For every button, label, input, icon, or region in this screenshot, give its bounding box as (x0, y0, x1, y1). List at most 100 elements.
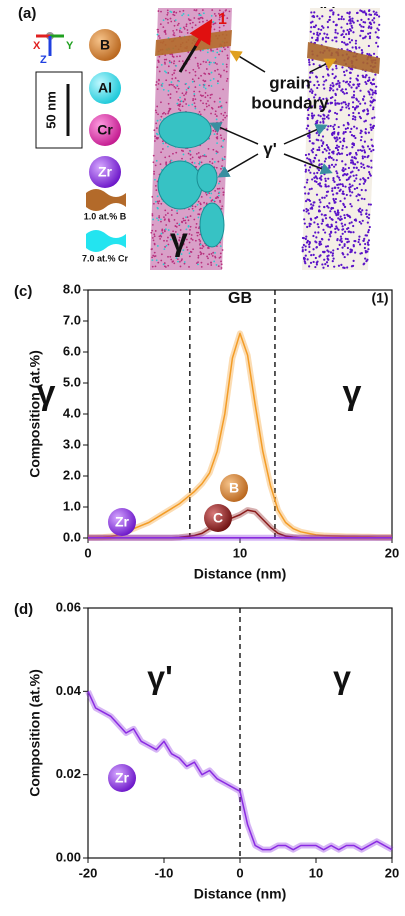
atom-dot (204, 96, 207, 99)
atom-dot (314, 24, 318, 27)
iso-label: 1.0 at.% B (84, 211, 127, 221)
atom-dot (202, 154, 204, 157)
atom-dot (304, 237, 307, 241)
atom-dot (329, 230, 333, 233)
atom-dot (199, 203, 202, 206)
atom-dot (355, 77, 358, 80)
atom-dot (150, 231, 153, 234)
atom-dot (372, 124, 375, 128)
atom-dot (167, 255, 169, 258)
atom-dot (182, 100, 185, 103)
atom-dot (351, 17, 354, 20)
atom-dot (314, 175, 317, 178)
atom-dot (193, 17, 196, 19)
atom-dot (325, 65, 328, 68)
atom-dot (343, 205, 346, 208)
atom-dot (207, 247, 209, 249)
atom-dot (348, 215, 351, 218)
atom-dot (370, 27, 373, 30)
atom-dot (190, 251, 193, 253)
atom-dot (167, 264, 170, 267)
atom-dot (360, 29, 363, 33)
y-tick-label: 4.0 (63, 405, 81, 420)
precipitate (196, 163, 218, 193)
atom-dot (187, 224, 190, 227)
atom-dot (375, 11, 378, 14)
atom-dot (207, 147, 210, 150)
atom-dot (307, 83, 310, 87)
atom-dot (316, 86, 319, 90)
atom-dot (320, 144, 324, 147)
atom-dot (161, 85, 163, 87)
atom-dot (197, 263, 199, 266)
atom-dot (305, 235, 308, 238)
atom-dot (325, 245, 328, 248)
axis-z: Z (40, 54, 47, 66)
atom-dot (311, 142, 314, 145)
atom-dot (310, 88, 313, 91)
atom-dot (160, 151, 162, 154)
atom-dot (219, 245, 222, 247)
atom-dot (354, 115, 357, 119)
atom-dot (358, 220, 361, 224)
atom-dot (301, 246, 304, 249)
atom-dot (313, 25, 316, 29)
atom-dot (341, 147, 344, 150)
atom-dot (182, 150, 184, 152)
atom-dot (350, 86, 353, 89)
atom-dot (176, 84, 179, 87)
atom-dot (188, 208, 190, 211)
atom-dot (321, 151, 324, 154)
atom-dot (213, 100, 216, 103)
atom-dot (185, 91, 188, 94)
y-axis-title: Composition (at.%) (27, 350, 43, 478)
atom-dot (184, 69, 187, 72)
atom-dot (197, 216, 200, 219)
atom-dot (324, 214, 327, 217)
atom-dot (322, 75, 325, 78)
atom-dot (315, 245, 318, 249)
atom-dot (303, 186, 306, 189)
atom-dot (225, 66, 228, 68)
atom-dot (206, 51, 209, 54)
atom-dot (367, 248, 370, 251)
x-tick-label: 20 (385, 865, 399, 880)
atom-dot (345, 193, 348, 197)
atom-dot (164, 228, 167, 231)
atom-dot (176, 233, 179, 236)
atom-dot (207, 257, 209, 260)
atom-dot (216, 133, 219, 135)
atom-dot (200, 252, 203, 255)
atom-dot (183, 261, 186, 263)
atom-dot (310, 26, 313, 29)
atom-dot (176, 222, 179, 225)
atom-dot (310, 149, 313, 152)
atom-dot (183, 98, 186, 100)
atom-dot (185, 23, 188, 26)
atom-dot (337, 228, 340, 231)
atom-dot (367, 176, 370, 180)
atom-dot (156, 200, 159, 203)
atom-dot (326, 264, 330, 267)
atom-dot (224, 48, 226, 51)
atom-dot (350, 205, 353, 208)
atom-dot (212, 251, 215, 254)
atom-dot (361, 74, 364, 77)
atom-dot (157, 261, 160, 264)
atom-dot (152, 202, 155, 205)
atom-dot (312, 62, 315, 66)
atom-dot (351, 19, 354, 23)
atom-dot (193, 80, 196, 83)
atom-dot (345, 43, 348, 46)
atom-dot (219, 134, 222, 137)
atom-dot (215, 136, 218, 139)
atom-dot (315, 38, 318, 42)
atom-dot (317, 83, 320, 87)
atom-dot (202, 245, 205, 248)
element-label: Cr (97, 122, 113, 138)
atom-dot (325, 79, 328, 82)
atom-dot (325, 194, 328, 197)
atom-dot (309, 106, 313, 109)
atom-dot (202, 20, 204, 23)
atom-dot (350, 24, 353, 27)
